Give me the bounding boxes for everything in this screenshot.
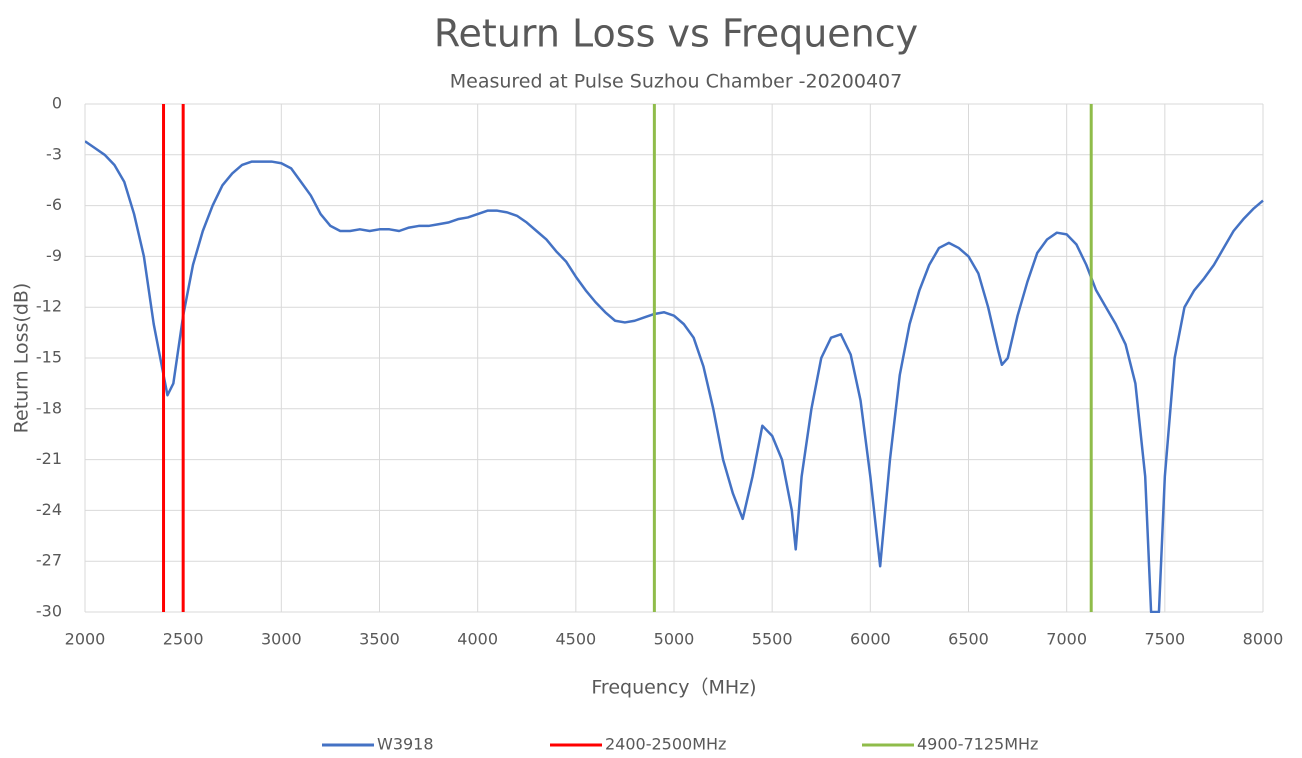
series-line — [162, 104, 185, 612]
legend-label: 4900-7125MHz — [917, 735, 1038, 754]
y-axis-title: Return Loss(dB) — [11, 283, 33, 434]
x-tick-label: 4000 — [457, 630, 498, 649]
x-tick-label: 3500 — [359, 630, 400, 649]
x-tick-label: 2500 — [163, 630, 204, 649]
y-tick-label: 0 — [52, 94, 62, 113]
y-tick-label: -24 — [36, 500, 62, 519]
legend-label: 2400-2500MHz — [605, 735, 726, 754]
y-tick-label: -15 — [36, 348, 62, 367]
y-tick-label: -21 — [36, 449, 62, 468]
legend-label: W3918 — [377, 735, 434, 754]
y-tick-label: -18 — [36, 398, 62, 417]
y-tick-label: -30 — [36, 602, 62, 621]
x-tick-label: 7000 — [1046, 630, 1087, 649]
y-tick-label: -27 — [36, 551, 62, 570]
x-tick-label: 3000 — [261, 630, 302, 649]
series-line — [652, 104, 1093, 612]
x-tick-label: 6000 — [850, 630, 891, 649]
y-tick-label: -3 — [46, 144, 62, 163]
y-tick-label: -6 — [46, 195, 62, 214]
x-tick-label: 7500 — [1144, 630, 1185, 649]
x-tick-label: 6500 — [948, 630, 989, 649]
chart-subtitle: Measured at Pulse Suzhou Chamber -202004… — [450, 71, 903, 93]
plot-area — [85, 104, 1264, 613]
x-tick-label: 4500 — [555, 630, 596, 649]
x-tick-label: 5500 — [752, 630, 793, 649]
x-tick-label: 2000 — [65, 630, 106, 649]
chart-title: Return Loss vs Frequency — [434, 12, 918, 56]
x-tick-label: 5000 — [654, 630, 695, 649]
y-tick-label: -12 — [36, 297, 62, 316]
y-tick-label: -9 — [46, 246, 62, 265]
x-axis-title: Frequency（MHz) — [591, 677, 756, 699]
series-line — [85, 140, 1264, 613]
x-tick-label: 8000 — [1243, 630, 1284, 649]
